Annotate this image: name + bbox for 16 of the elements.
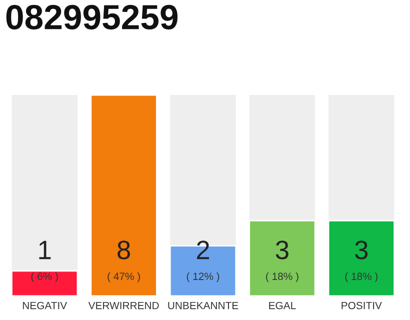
annotation: ( 18% ) <box>345 272 378 282</box>
x-tick-label: VERWIRREND <box>88 302 159 310</box>
annotation: ( 47% ) <box>108 272 140 282</box>
x-tick-label: POSITIV <box>342 302 382 310</box>
annotation: ( 18% ) <box>266 272 298 282</box>
data-label: 8 <box>118 240 130 260</box>
chart-title: 082995259 <box>6 4 178 30</box>
annotation: ( 12% ) <box>186 272 220 282</box>
annotation: ( 6% ) <box>31 272 58 282</box>
bar <box>11 270 78 296</box>
data-label: 3 <box>276 240 288 260</box>
x-tick-label: EGAL <box>269 302 296 310</box>
data-label: 3 <box>355 240 368 260</box>
data-label: 1 <box>39 240 51 260</box>
x-tick-label: NEGATIV <box>22 302 68 310</box>
x-tick-label: UNBEKANNTE <box>168 302 238 310</box>
